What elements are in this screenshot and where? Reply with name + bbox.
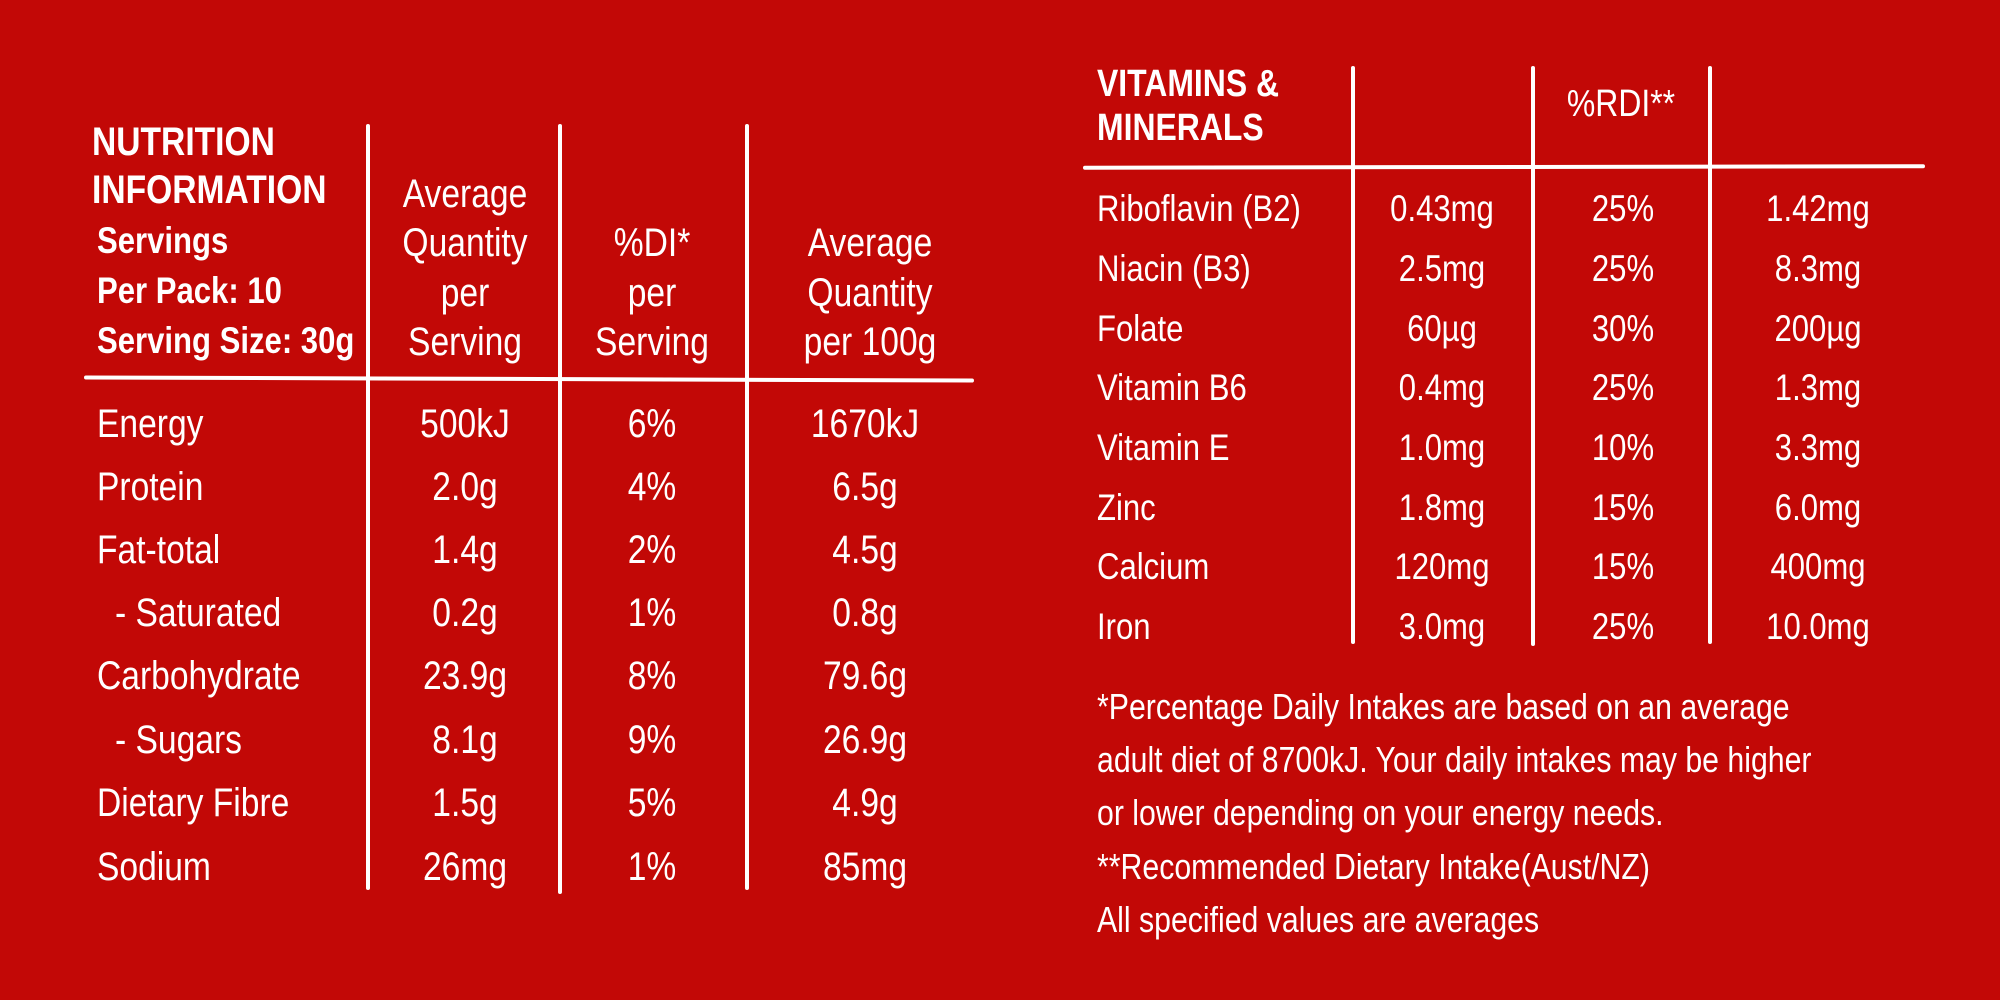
vitamins-title-line1: VITAMINS &: [1097, 63, 1280, 105]
serving-size: Serving Size: 30g: [97, 320, 355, 361]
footnote-line-1: *Percentage Daily Intakes are based on a…: [1097, 686, 1790, 727]
vitamins-header-divider: [1082, 164, 1926, 170]
row-rdi: 15%: [1591, 487, 1655, 528]
row-di: 9%: [627, 718, 677, 762]
row-di: 1%: [627, 845, 677, 889]
row-name: Iron: [1097, 606, 1151, 647]
nutrition-title-line2: INFORMATION: [92, 168, 327, 212]
row-per-serving: 1.5g: [432, 781, 498, 825]
nutrition-column-divider-2: [558, 124, 562, 894]
row-name: Carbohydrate: [97, 654, 301, 698]
header-di-2: per: [627, 271, 677, 315]
row-per-100g: 4.5g: [832, 528, 898, 572]
vitamins-column-divider-3: [1708, 66, 1712, 644]
nutrition-header-divider: [83, 375, 975, 383]
row-per-serving: 0.2g: [432, 591, 498, 635]
header-di-3: Serving: [595, 320, 709, 364]
row-per-100g: 6.5g: [832, 465, 898, 509]
row-rdi: 25%: [1591, 188, 1655, 229]
row-name: Niacin (B3): [1097, 248, 1251, 289]
header-rdi: %RDI**: [1566, 83, 1676, 125]
row-name: - Saturated: [115, 591, 282, 635]
row-per-100g: 85mg: [822, 845, 908, 889]
row-per-100g: 400mg: [1770, 546, 1866, 587]
row-per-serving: 8.1g: [432, 718, 498, 762]
footnote-line-3: or lower depending on your energy needs.: [1097, 792, 1664, 833]
row-per-serving: 120mg: [1394, 546, 1490, 587]
row-di: 8%: [627, 654, 677, 698]
servings-label: Servings: [97, 220, 229, 261]
row-per-100g: 1.42mg: [1766, 188, 1870, 229]
row-name: Calcium: [1097, 546, 1210, 587]
row-per-100g: 6.0mg: [1774, 487, 1862, 528]
row-per-100g: 4.9g: [832, 781, 898, 825]
row-per-serving: 60µg: [1407, 308, 1477, 349]
vitamins-title-line2: MINERALS: [1097, 107, 1264, 149]
row-per-100g: 3.3mg: [1774, 427, 1862, 468]
header-per-100g-3: per 100g: [803, 320, 937, 364]
row-per-serving: 23.9g: [422, 654, 508, 698]
row-per-serving: 2.0g: [432, 465, 498, 509]
row-per-100g: 1670kJ: [810, 402, 920, 446]
row-rdi: 10%: [1591, 427, 1655, 468]
row-per-serving: 0.43mg: [1390, 188, 1494, 229]
row-per-100g: 1.3mg: [1774, 367, 1862, 408]
row-per-serving: 26mg: [422, 845, 508, 889]
row-name: Fat-total: [97, 528, 221, 572]
row-per-serving: 1.0mg: [1398, 427, 1486, 468]
row-name: Vitamin B6: [1097, 367, 1247, 408]
row-name: Dietary Fibre: [97, 781, 290, 825]
row-di: 6%: [627, 402, 677, 446]
header-per-serving-3: per: [440, 271, 490, 315]
row-per-serving: 2.5mg: [1398, 248, 1486, 289]
row-name: Protein: [97, 465, 204, 509]
row-name: Sodium: [97, 845, 211, 889]
nutrition-column-divider-1: [366, 124, 370, 890]
row-name: Vitamin E: [1097, 427, 1230, 468]
row-per-serving: 3.0mg: [1398, 606, 1486, 647]
nutrition-column-divider-3: [745, 124, 749, 890]
row-per-100g: 26.9g: [822, 718, 908, 762]
header-di-1: %DI*: [613, 221, 691, 265]
vitamins-column-divider-2: [1531, 66, 1535, 646]
footnote-line-2: adult diet of 8700kJ. Your daily intakes…: [1097, 739, 1812, 780]
row-per-100g: 0.8g: [832, 591, 898, 635]
row-name: Energy: [97, 402, 204, 446]
header-per-100g-1: Average: [807, 221, 933, 265]
row-per-100g: 200µg: [1774, 308, 1862, 349]
row-rdi: 25%: [1591, 248, 1655, 289]
row-per-serving: 0.4mg: [1398, 367, 1486, 408]
row-per-serving: 1.8mg: [1398, 487, 1486, 528]
row-name: Riboflavin (B2): [1097, 188, 1301, 229]
row-rdi: 25%: [1591, 606, 1655, 647]
footnote-line-4: **Recommended Dietary Intake(Aust/NZ): [1097, 846, 1650, 887]
row-per-100g: 79.6g: [822, 654, 908, 698]
row-di: 4%: [627, 465, 677, 509]
row-rdi: 25%: [1591, 367, 1655, 408]
header-per-serving-4: Serving: [408, 320, 522, 364]
header-per-serving-2: Quantity: [402, 221, 528, 265]
header-per-serving-1: Average: [402, 172, 528, 216]
header-per-100g-2: Quantity: [807, 271, 933, 315]
vitamins-column-divider-1: [1351, 66, 1355, 644]
footnote-line-5: All specified values are averages: [1097, 899, 1540, 940]
servings-per-pack: Per Pack: 10: [97, 270, 282, 311]
row-di: 1%: [627, 591, 677, 635]
nutrition-title-line1: NUTRITION: [92, 120, 275, 164]
row-rdi: 15%: [1591, 546, 1655, 587]
row-rdi: 30%: [1591, 308, 1655, 349]
row-per-100g: 10.0mg: [1766, 606, 1870, 647]
row-name: Zinc: [1097, 487, 1156, 528]
row-per-serving: 1.4g: [432, 528, 498, 572]
row-per-100g: 8.3mg: [1774, 248, 1862, 289]
row-name: - Sugars: [115, 718, 242, 762]
row-di: 5%: [627, 781, 677, 825]
row-name: Folate: [1097, 308, 1184, 349]
row-per-serving: 500kJ: [420, 402, 510, 446]
row-di: 2%: [627, 528, 677, 572]
